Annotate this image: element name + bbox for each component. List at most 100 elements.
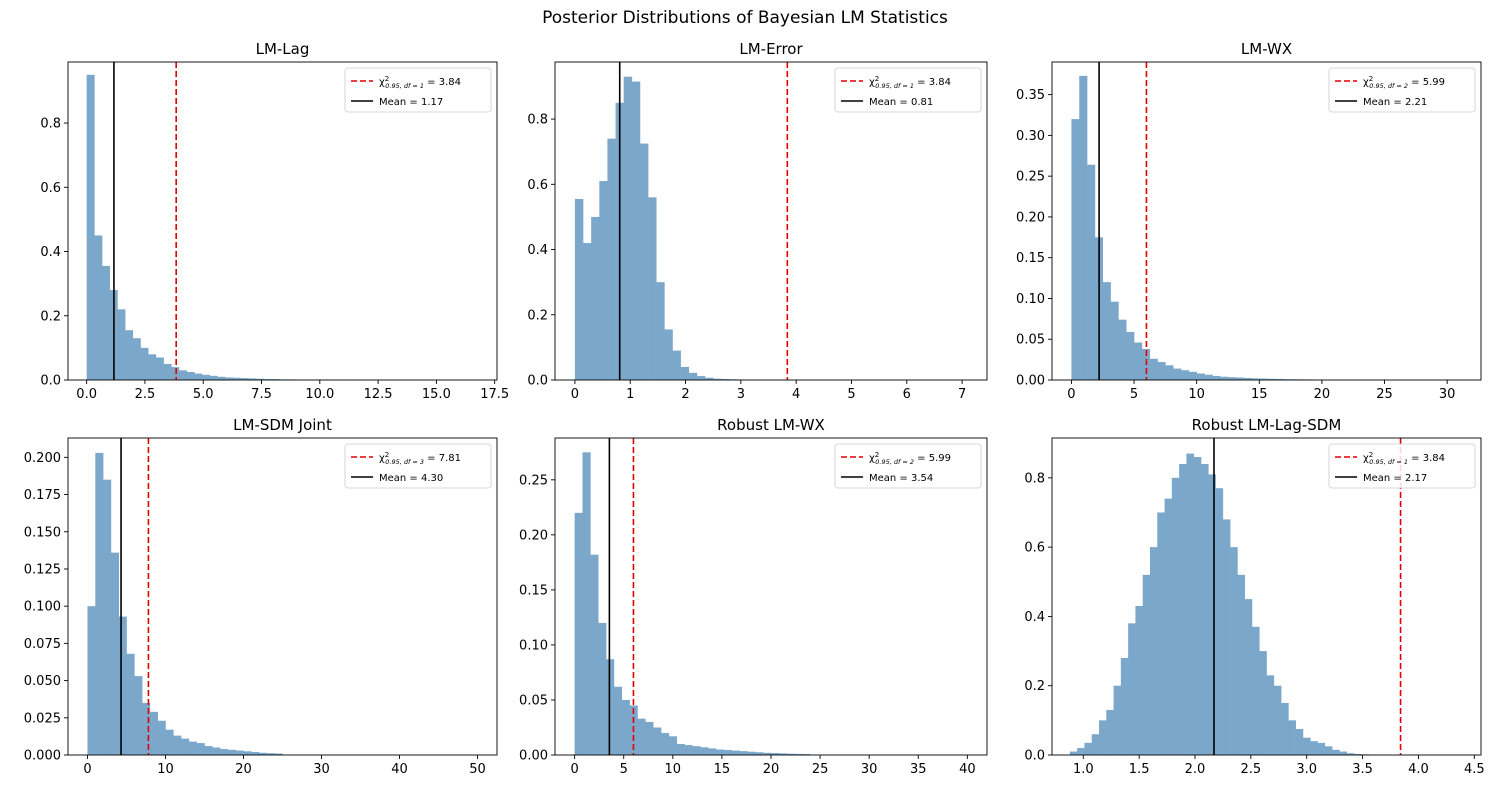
histogram-bar	[747, 751, 756, 755]
histogram-bar	[271, 379, 280, 380]
histogram-bar	[1215, 488, 1224, 755]
x-tick-label: 30	[1439, 387, 1456, 402]
x-tick-label: 10	[665, 762, 682, 777]
histogram-bar	[87, 606, 96, 755]
histogram-bar	[1106, 709, 1114, 755]
legend-mean-label: Mean = 1.17	[379, 97, 443, 108]
y-tick-label: 0.05	[1016, 333, 1045, 348]
legend-mean-label: Mean = 2.17	[1363, 473, 1427, 484]
y-tick-label: 0.000	[24, 749, 61, 764]
y-tick-label: 0.0	[527, 374, 548, 389]
histogram-bar	[1244, 599, 1253, 755]
histogram-bar	[1120, 657, 1129, 755]
subplot-title: Robust LM-WX	[717, 416, 825, 434]
histogram-bar	[266, 753, 275, 755]
legend-critical-label: χ2 0.95, df = 1 = 3.84	[869, 75, 951, 90]
histogram-bar	[613, 686, 623, 755]
histogram-bar	[1208, 474, 1216, 755]
histogram-bar	[1353, 753, 1362, 755]
histogram-bar	[1266, 675, 1275, 755]
histogram-bar	[1091, 734, 1100, 755]
subplot-title: Robust LM-Lag-SDM	[1192, 416, 1342, 434]
histogram-bar	[723, 750, 733, 755]
histogram-bar	[668, 736, 678, 755]
x-tick-label: 40	[959, 762, 976, 777]
x-tick-label: 15.0	[422, 387, 451, 402]
histogram-bar	[118, 616, 127, 755]
histogram-bar	[713, 378, 722, 380]
histogram-bar	[700, 747, 709, 755]
histogram-bar	[125, 330, 134, 380]
histogram-bar	[1251, 626, 1260, 755]
histogram-bar	[243, 751, 252, 755]
y-tick-label: 0.20	[519, 528, 548, 543]
x-tick-label: 5	[620, 762, 628, 777]
histogram-bar	[661, 732, 670, 755]
histogram-bars	[87, 452, 283, 755]
subplot-4: 0 10 20 30 40 50 0.000 0.025 0.050 0.075 0.100 0.12…	[24, 416, 498, 777]
x-tick-label: 15	[1251, 387, 1268, 402]
histogram-bar	[639, 143, 649, 380]
histogram-bar	[1237, 574, 1245, 755]
legend-box	[1328, 67, 1476, 113]
x-tick-label: 30	[861, 762, 878, 777]
histogram-bar	[1204, 374, 1213, 380]
histogram-bar	[1084, 742, 1093, 755]
histogram-bar	[672, 350, 681, 380]
histogram-bar	[165, 729, 174, 755]
x-tick-label: 0	[571, 387, 579, 402]
x-tick-label: 35	[910, 762, 927, 777]
histogram-bar	[716, 749, 725, 755]
legend: χ2 0.95, df = 2 = 5.99 Mean = 3.54	[834, 443, 982, 489]
histogram-bar	[1149, 358, 1158, 380]
histogram-bar	[676, 743, 685, 755]
x-tick-label: 40	[391, 762, 408, 777]
y-tick-label: 0.4	[527, 243, 548, 258]
histogram-bar	[1274, 378, 1284, 380]
histogram-bar	[225, 377, 234, 380]
y-tick-label: 0.30	[1016, 129, 1045, 144]
histogram-bar	[1200, 463, 1209, 755]
legend: χ2 0.95, df = 1 = 3.84 Mean = 1.17	[344, 67, 492, 113]
histogram-bar	[95, 452, 104, 755]
histogram-bar	[696, 376, 706, 380]
histogram-bar	[1212, 375, 1221, 380]
histogram-bar	[708, 748, 717, 755]
histogram-bar	[591, 216, 600, 380]
y-tick-label: 0.20	[1016, 210, 1045, 225]
histogram-bar	[134, 676, 143, 755]
histogram-bars	[1069, 453, 1384, 755]
histogram-bar	[1339, 751, 1347, 755]
histogram-bar	[140, 347, 149, 380]
legend: χ2 0.95, df = 1 = 3.84 Mean = 2.17	[1328, 443, 1476, 489]
y-tick-label: 0.35	[1016, 88, 1045, 103]
y-tick-label: 0.25	[519, 473, 548, 488]
x-tick-label: 5	[847, 387, 855, 402]
y-tick-label: 0.075	[24, 637, 61, 652]
histogram-bar	[1220, 376, 1229, 380]
histogram-bar	[1267, 378, 1276, 380]
y-tick-label: 0.150	[24, 525, 61, 540]
axes-frame	[67, 437, 498, 756]
histogram-bar	[235, 750, 244, 755]
x-tick-label: 2	[681, 387, 689, 402]
histogram-bar	[149, 711, 158, 755]
y-tick-label: 0.6	[1024, 541, 1045, 556]
subplot-6: 1.0 1.5 2.0 2.5 3.0 3.5 4.0 4.5 0.0 0.2 0.4 0.6 0.8 R…	[1024, 416, 1484, 777]
histogram-bar	[1142, 574, 1151, 755]
histogram-bar	[583, 243, 592, 380]
legend-mean-label: Mean = 4.30	[379, 473, 443, 484]
x-tick-label: 1	[626, 387, 634, 402]
y-tick-label: 0.4	[1024, 610, 1045, 625]
histogram-bar	[1069, 751, 1078, 755]
y-tick-label: 0.6	[40, 181, 61, 196]
histogram-bar	[598, 622, 607, 755]
histogram-bar	[1099, 720, 1107, 755]
subplot-title: LM-SDM Joint	[233, 416, 332, 434]
x-tick-label: 1.5	[1129, 762, 1150, 777]
y-tick-label: 0.05	[519, 693, 548, 708]
histogram-bar	[181, 738, 190, 755]
y-tick-label: 0.00	[1016, 374, 1045, 389]
histogram-bar	[755, 752, 764, 755]
histogram-bar	[721, 379, 730, 380]
